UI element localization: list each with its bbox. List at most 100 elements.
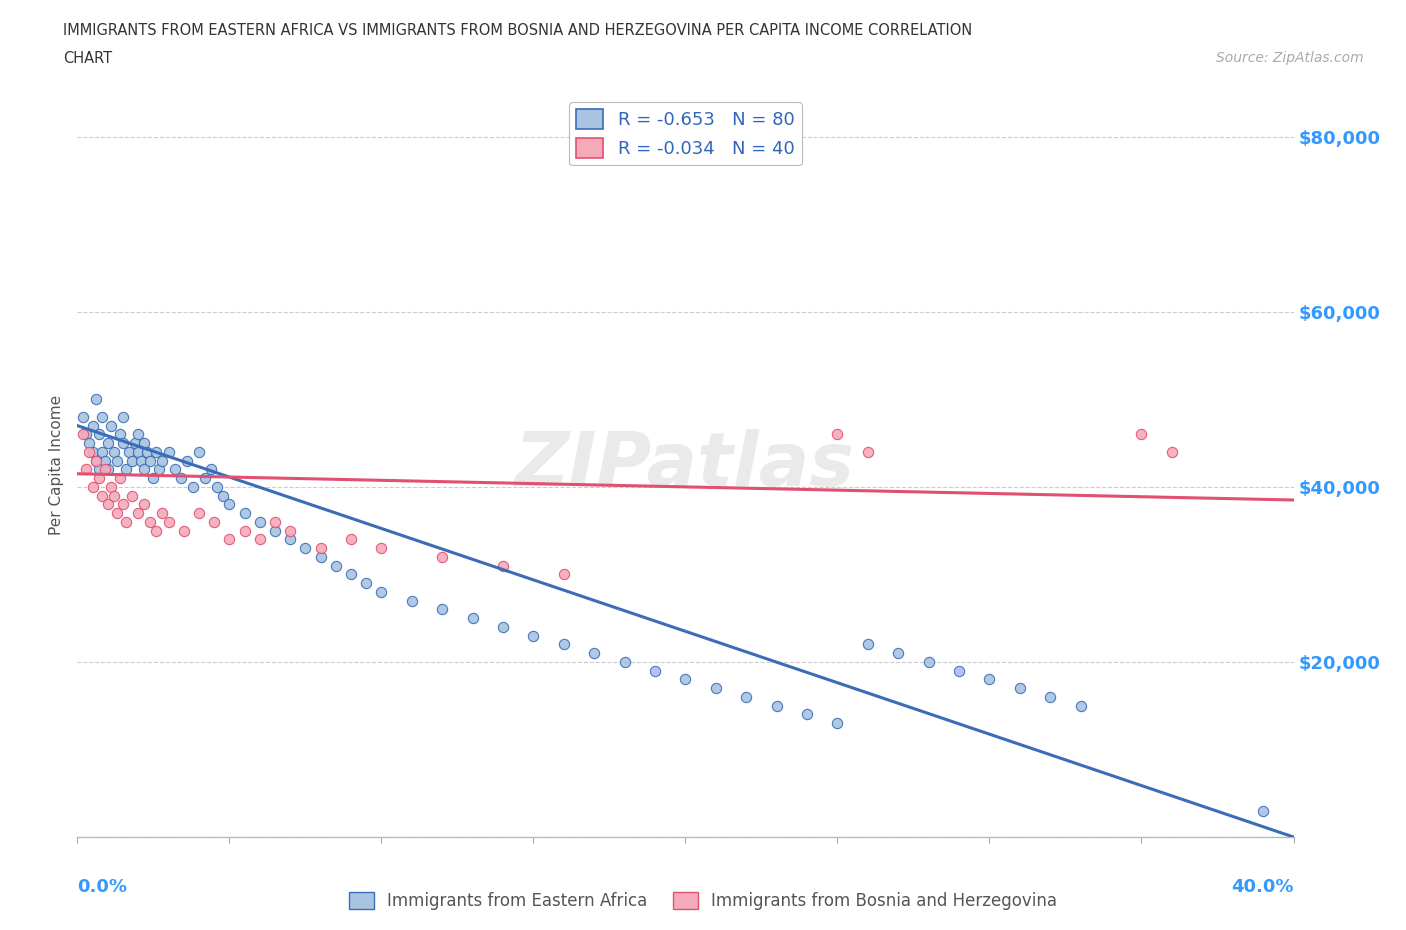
Point — [72, 409, 94, 424]
Point — [613, 655, 636, 670]
Point — [152, 453, 174, 468]
Point — [827, 716, 849, 731]
Point — [583, 645, 606, 660]
Point — [188, 445, 211, 459]
Point — [145, 524, 167, 538]
Point — [765, 698, 787, 713]
Point — [796, 707, 818, 722]
Point — [205, 480, 228, 495]
Point — [87, 427, 110, 442]
Point — [675, 672, 697, 687]
Point — [249, 532, 271, 547]
Point — [918, 655, 941, 670]
Point — [170, 471, 193, 485]
Point — [278, 532, 301, 547]
Point — [200, 462, 222, 477]
Point — [354, 576, 377, 591]
Point — [1070, 698, 1092, 713]
Point — [134, 462, 156, 477]
Point — [370, 584, 392, 599]
Point — [84, 453, 107, 468]
Point — [145, 445, 167, 459]
Point — [97, 497, 120, 512]
Point — [134, 435, 156, 450]
Point — [1130, 427, 1153, 442]
Point — [97, 462, 120, 477]
Point — [340, 567, 363, 582]
Point — [90, 488, 112, 503]
Point — [82, 480, 104, 495]
Point — [127, 506, 149, 521]
Point — [461, 611, 484, 626]
Point — [173, 524, 195, 538]
Point — [233, 506, 256, 521]
Legend: Immigrants from Eastern Africa, Immigrants from Bosnia and Herzegovina: Immigrants from Eastern Africa, Immigran… — [343, 885, 1063, 917]
Point — [127, 427, 149, 442]
Text: 40.0%: 40.0% — [1232, 878, 1294, 896]
Point — [82, 418, 104, 433]
Point — [887, 645, 910, 660]
Point — [553, 567, 575, 582]
Point — [212, 488, 235, 503]
Point — [401, 593, 423, 608]
Point — [105, 453, 128, 468]
Point — [93, 453, 115, 468]
Point — [856, 445, 879, 459]
Point — [157, 445, 180, 459]
Text: CHART: CHART — [63, 51, 112, 66]
Point — [118, 445, 141, 459]
Point — [370, 540, 392, 555]
Point — [90, 409, 112, 424]
Point — [103, 488, 125, 503]
Point — [522, 629, 544, 644]
Point — [340, 532, 363, 547]
Point — [194, 471, 217, 485]
Point — [72, 427, 94, 442]
Point — [75, 427, 97, 442]
Point — [1039, 689, 1062, 704]
Point — [1161, 445, 1184, 459]
Point — [218, 532, 240, 547]
Point — [134, 497, 156, 512]
Point — [735, 689, 758, 704]
Point — [827, 427, 849, 442]
Point — [75, 462, 97, 477]
Point — [97, 435, 120, 450]
Point — [249, 514, 271, 529]
Text: ZIPatlas: ZIPatlas — [516, 429, 855, 501]
Point — [644, 663, 666, 678]
Point — [127, 445, 149, 459]
Point — [430, 602, 453, 617]
Point — [82, 445, 104, 459]
Point — [948, 663, 970, 678]
Point — [84, 392, 107, 406]
Point — [856, 637, 879, 652]
Point — [309, 540, 332, 555]
Point — [430, 550, 453, 565]
Point — [93, 462, 115, 477]
Point — [100, 418, 122, 433]
Point — [103, 445, 125, 459]
Point — [233, 524, 256, 538]
Point — [100, 480, 122, 495]
Point — [87, 471, 110, 485]
Point — [264, 524, 287, 538]
Point — [90, 445, 112, 459]
Point — [553, 637, 575, 652]
Point — [309, 550, 332, 565]
Point — [79, 435, 101, 450]
Point — [87, 462, 110, 477]
Point — [176, 453, 198, 468]
Point — [1008, 681, 1031, 696]
Point — [124, 435, 146, 450]
Point — [108, 471, 131, 485]
Point — [121, 453, 143, 468]
Point — [139, 514, 162, 529]
Point — [181, 480, 204, 495]
Point — [157, 514, 180, 529]
Text: IMMIGRANTS FROM EASTERN AFRICA VS IMMIGRANTS FROM BOSNIA AND HERZEGOVINA PER CAP: IMMIGRANTS FROM EASTERN AFRICA VS IMMIGR… — [63, 23, 973, 38]
Point — [108, 427, 131, 442]
Point — [278, 524, 301, 538]
Y-axis label: Per Capita Income: Per Capita Income — [49, 395, 65, 535]
Point — [218, 497, 240, 512]
